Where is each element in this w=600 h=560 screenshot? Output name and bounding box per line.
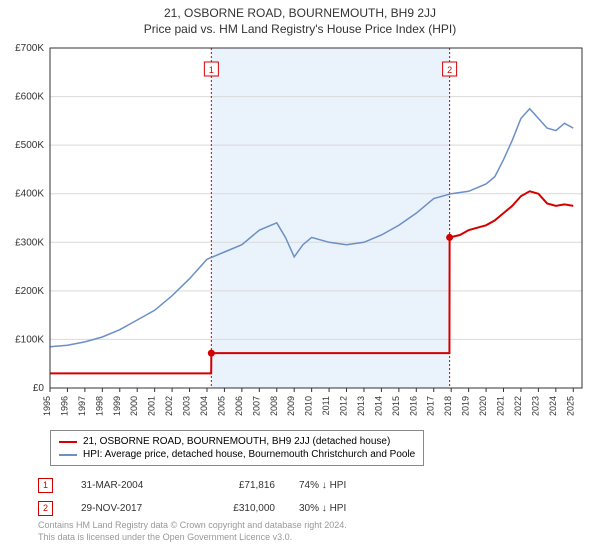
svg-text:2014: 2014 — [373, 396, 383, 416]
svg-text:2003: 2003 — [182, 396, 192, 416]
footer-attribution: Contains HM Land Registry data © Crown c… — [38, 520, 347, 543]
svg-text:2018: 2018 — [443, 396, 453, 416]
legend-label: HPI: Average price, detached house, Bour… — [83, 449, 415, 460]
svg-text:£500K: £500K — [15, 140, 44, 151]
svg-text:2010: 2010 — [304, 396, 314, 416]
svg-text:2022: 2022 — [513, 396, 523, 416]
svg-text:2012: 2012 — [339, 396, 349, 416]
legend-item: HPI: Average price, detached house, Bour… — [59, 448, 415, 461]
svg-text:2011: 2011 — [321, 396, 331, 415]
annotation-price: £310,000 — [205, 503, 275, 514]
legend: 21, OSBORNE ROAD, BOURNEMOUTH, BH9 2JJ (… — [50, 430, 424, 466]
svg-text:2021: 2021 — [496, 396, 506, 416]
svg-text:1996: 1996 — [59, 396, 69, 416]
svg-text:£0: £0 — [33, 383, 45, 394]
svg-text:£700K: £700K — [15, 43, 44, 54]
svg-text:2025: 2025 — [565, 396, 575, 416]
svg-text:2013: 2013 — [356, 396, 366, 416]
svg-text:2004: 2004 — [199, 396, 209, 416]
svg-text:2019: 2019 — [461, 396, 471, 416]
svg-text:£200K: £200K — [15, 286, 44, 297]
annotation-row: 1 31-MAR-2004 £71,816 74% ↓ HPI — [38, 474, 389, 497]
svg-text:2024: 2024 — [548, 396, 558, 416]
footer-line: This data is licensed under the Open Gov… — [38, 532, 347, 544]
svg-text:2008: 2008 — [269, 396, 279, 416]
line-chart-svg: £0 £100K £200K £300K £400K £500K £600K £700K 199… — [8, 42, 592, 422]
svg-text:£400K: £400K — [15, 189, 44, 200]
legend-swatch-icon — [59, 454, 77, 456]
svg-text:1: 1 — [209, 65, 214, 75]
legend-swatch-icon — [59, 441, 77, 443]
svg-text:2006: 2006 — [234, 396, 244, 416]
annotation-pct: 74% ↓ HPI — [299, 480, 389, 491]
svg-text:1998: 1998 — [94, 396, 104, 416]
annotation-table: 1 31-MAR-2004 £71,816 74% ↓ HPI 2 29-NOV… — [38, 474, 389, 520]
chart-title-address: 21, OSBORNE ROAD, BOURNEMOUTH, BH9 2JJ — [0, 0, 600, 20]
svg-text:2000: 2000 — [129, 396, 139, 416]
svg-text:1995: 1995 — [42, 396, 52, 416]
svg-text:£100K: £100K — [15, 334, 44, 345]
legend-item: 21, OSBORNE ROAD, BOURNEMOUTH, BH9 2JJ (… — [59, 435, 415, 448]
chart-container: 21, OSBORNE ROAD, BOURNEMOUTH, BH9 2JJ P… — [0, 0, 600, 560]
annotation-row: 2 29-NOV-2017 £310,000 30% ↓ HPI — [38, 497, 389, 520]
annotation-badge-icon: 2 — [38, 501, 53, 516]
svg-text:1997: 1997 — [77, 396, 87, 416]
svg-text:£600K: £600K — [15, 92, 44, 103]
annotation-date: 31-MAR-2004 — [81, 480, 181, 491]
legend-label: 21, OSBORNE ROAD, BOURNEMOUTH, BH9 2JJ (… — [83, 436, 390, 447]
svg-text:£300K: £300K — [15, 237, 44, 248]
svg-text:2016: 2016 — [408, 396, 418, 416]
svg-text:2017: 2017 — [426, 396, 436, 416]
svg-text:2001: 2001 — [147, 396, 157, 416]
chart-area: £0 £100K £200K £300K £400K £500K £600K £700K 199… — [8, 42, 592, 422]
footer-line: Contains HM Land Registry data © Crown c… — [38, 520, 347, 532]
chart-subtitle: Price paid vs. HM Land Registry's House … — [0, 20, 600, 36]
svg-text:2023: 2023 — [530, 396, 540, 416]
svg-text:2020: 2020 — [478, 396, 488, 416]
svg-text:2005: 2005 — [216, 396, 226, 416]
svg-text:2007: 2007 — [251, 396, 261, 416]
svg-text:2009: 2009 — [286, 396, 296, 416]
svg-text:2002: 2002 — [164, 396, 174, 416]
annotation-date: 29-NOV-2017 — [81, 503, 181, 514]
svg-text:1999: 1999 — [112, 396, 122, 416]
annotation-price: £71,816 — [205, 480, 275, 491]
annotation-badge-icon: 1 — [38, 478, 53, 493]
svg-text:2: 2 — [447, 65, 452, 75]
annotation-pct: 30% ↓ HPI — [299, 503, 389, 514]
svg-text:2015: 2015 — [391, 396, 401, 416]
